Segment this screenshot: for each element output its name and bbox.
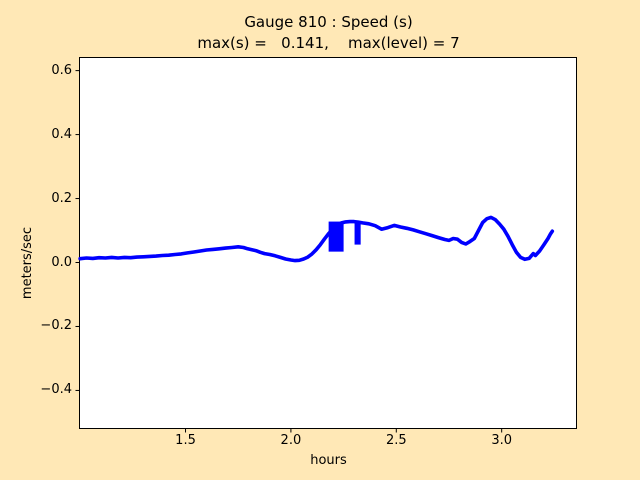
y-tick-label: −0.2 <box>40 318 72 334</box>
y-tick-label: 0.4 <box>51 126 72 142</box>
y-tick-label: 0.2 <box>51 190 72 206</box>
x-tick-label: 2.5 <box>385 433 407 448</box>
chart-title: Gauge 810 : Speed (s) <box>244 13 413 31</box>
dropout-spike <box>354 222 361 245</box>
x-tick-labels: 1.5 2.0 2.5 3.0 <box>0 433 640 451</box>
x-tick-label: 2.0 <box>280 433 302 448</box>
y-tick-label: −0.4 <box>40 382 72 398</box>
x-tick-label: 1.5 <box>175 433 196 448</box>
y-tick-label: 0.0 <box>51 254 72 270</box>
plot-area <box>79 57 577 429</box>
y-tick-label: 0.6 <box>51 62 72 78</box>
chart-subtitle: max(s) = 0.141, max(level) = 7 <box>197 34 460 52</box>
chart-title-block: Gauge 810 : Speed (s) max(s) = 0.141, ma… <box>80 12 577 54</box>
speed-line <box>78 215 555 263</box>
y-axis-label: meters/sec <box>20 226 35 300</box>
x-axis-label: hours <box>310 453 347 468</box>
x-tick-label: 3.0 <box>491 433 513 448</box>
